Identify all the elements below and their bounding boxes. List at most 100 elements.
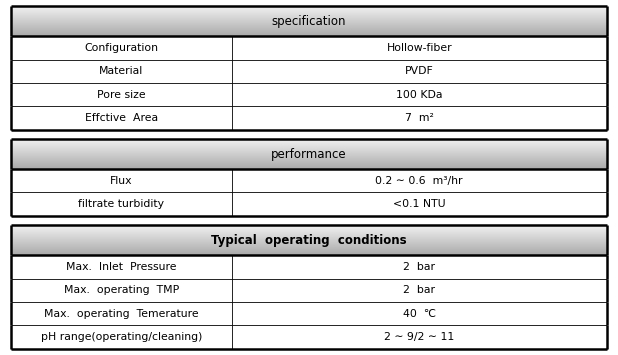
Bar [11, 11, 607, 12]
Bar [11, 19, 607, 20]
Bar [11, 146, 607, 147]
Bar [11, 250, 607, 251]
Bar [11, 24, 607, 25]
Bar [11, 9, 607, 10]
Bar [11, 35, 607, 36]
Bar [11, 228, 607, 229]
Bar [11, 29, 607, 30]
Bar [11, 60, 607, 83]
Text: <0.1 NTU: <0.1 NTU [393, 199, 446, 209]
Bar [11, 236, 607, 237]
Bar [11, 227, 607, 228]
Bar [11, 149, 607, 150]
Bar [11, 106, 607, 130]
Text: Effctive  Area: Effctive Area [85, 113, 158, 123]
Bar [11, 225, 607, 226]
Bar [11, 165, 607, 166]
Bar [11, 130, 607, 139]
Text: Flux: Flux [110, 176, 133, 186]
Bar [11, 252, 607, 253]
Bar [11, 148, 607, 149]
Bar [11, 31, 607, 32]
Bar [11, 36, 607, 60]
Bar [11, 14, 607, 15]
Bar [11, 26, 607, 27]
Bar [11, 246, 607, 247]
Bar [11, 12, 607, 13]
Bar [11, 159, 607, 160]
Bar [11, 167, 607, 168]
Bar [11, 32, 607, 33]
Bar [11, 150, 607, 151]
Bar [11, 166, 607, 167]
Text: performance: performance [271, 148, 347, 161]
Bar [11, 30, 607, 31]
Bar [11, 192, 607, 216]
Bar [11, 16, 607, 17]
Bar [11, 141, 607, 142]
Text: Configuration: Configuration [84, 43, 158, 53]
Bar [11, 231, 607, 232]
Bar [11, 161, 607, 162]
Bar [11, 251, 607, 252]
Bar [11, 242, 607, 243]
Bar [11, 153, 607, 154]
Bar [11, 20, 607, 21]
Bar [11, 245, 607, 246]
Bar [11, 83, 607, 106]
Bar [11, 232, 607, 233]
Bar [11, 325, 607, 349]
Bar [11, 248, 607, 249]
Bar [11, 241, 607, 242]
Bar [11, 230, 607, 231]
Bar [11, 162, 607, 163]
Text: 2 ∼ 9/2 ∼ 11: 2 ∼ 9/2 ∼ 11 [384, 332, 454, 342]
Bar [11, 243, 607, 244]
Bar [11, 216, 607, 225]
Text: PVDF: PVDF [405, 66, 434, 76]
Text: 2  bar: 2 bar [403, 262, 435, 272]
Bar [11, 33, 607, 34]
Bar [11, 6, 607, 7]
Bar [11, 152, 607, 153]
Bar [11, 169, 607, 192]
Bar [11, 13, 607, 14]
Bar [11, 229, 607, 230]
Bar [11, 151, 607, 152]
Bar [11, 233, 607, 234]
Bar [11, 279, 607, 302]
Bar [11, 143, 607, 144]
Bar [11, 254, 607, 255]
Bar [11, 154, 607, 155]
Text: Material: Material [99, 66, 143, 76]
Bar [11, 240, 607, 241]
Bar [11, 18, 607, 19]
Bar [11, 168, 607, 169]
Bar [11, 158, 607, 159]
Text: Max.  operating  Temerature: Max. operating Temerature [44, 308, 198, 318]
Bar [11, 147, 607, 148]
Bar [11, 27, 607, 28]
Bar [11, 23, 607, 24]
Bar [11, 163, 607, 164]
Text: 0.2 ∼ 0.6  m³/hr: 0.2 ∼ 0.6 m³/hr [376, 176, 463, 186]
Text: 2  bar: 2 bar [403, 285, 435, 295]
Bar [11, 25, 607, 26]
Bar [11, 237, 607, 238]
Bar [11, 247, 607, 248]
Bar [11, 249, 607, 250]
Text: Hollow-fiber: Hollow-fiber [386, 43, 452, 53]
Bar [11, 17, 607, 18]
Bar [11, 15, 607, 16]
Bar [11, 10, 607, 11]
Bar [11, 28, 607, 29]
Text: Pore size: Pore size [97, 89, 146, 100]
Bar [11, 142, 607, 143]
Bar [11, 302, 607, 325]
Text: 100 KDa: 100 KDa [396, 89, 442, 100]
Bar [11, 157, 607, 158]
Bar [11, 255, 607, 279]
Bar [11, 21, 607, 22]
Text: Max.  Inlet  Pressure: Max. Inlet Pressure [66, 262, 177, 272]
Bar [11, 140, 607, 141]
